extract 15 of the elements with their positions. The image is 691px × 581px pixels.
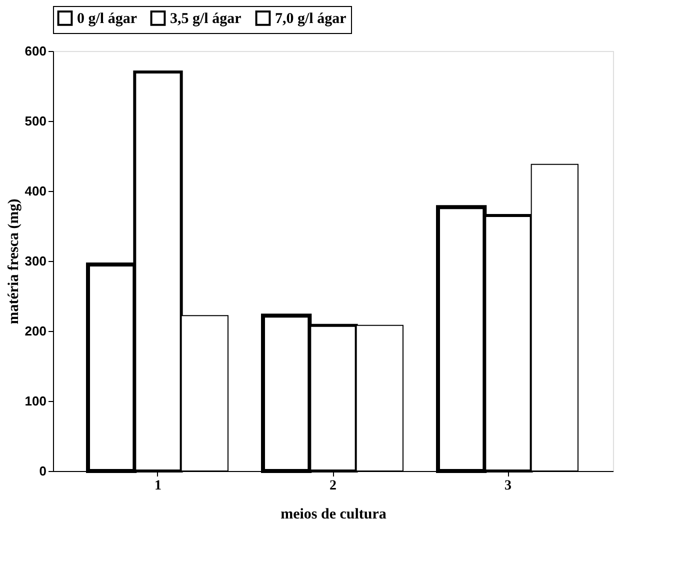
legend-label: 7,0 g/l ágar: [275, 11, 347, 28]
y-tick-label: 400: [24, 184, 46, 198]
y-axis-title: matéria fresca (mg): [6, 198, 22, 324]
y-tick-label: 100: [24, 394, 46, 408]
x-tick-label: 3: [504, 478, 512, 494]
y-tick-label: 200: [24, 324, 46, 338]
y-tick-label: 500: [24, 114, 46, 128]
x-tick-label: 1: [154, 478, 162, 494]
x-axis-title: meios de cultura: [280, 506, 387, 522]
legend-label: 3,5 g/l ágar: [170, 11, 242, 28]
y-tick-label: 600: [24, 44, 46, 58]
legend-label: 0 g/l ágar: [77, 11, 138, 28]
y-tick-label: 0: [39, 464, 46, 478]
y-tick-label: 300: [24, 254, 46, 268]
x-tick-label: 2: [330, 478, 336, 494]
